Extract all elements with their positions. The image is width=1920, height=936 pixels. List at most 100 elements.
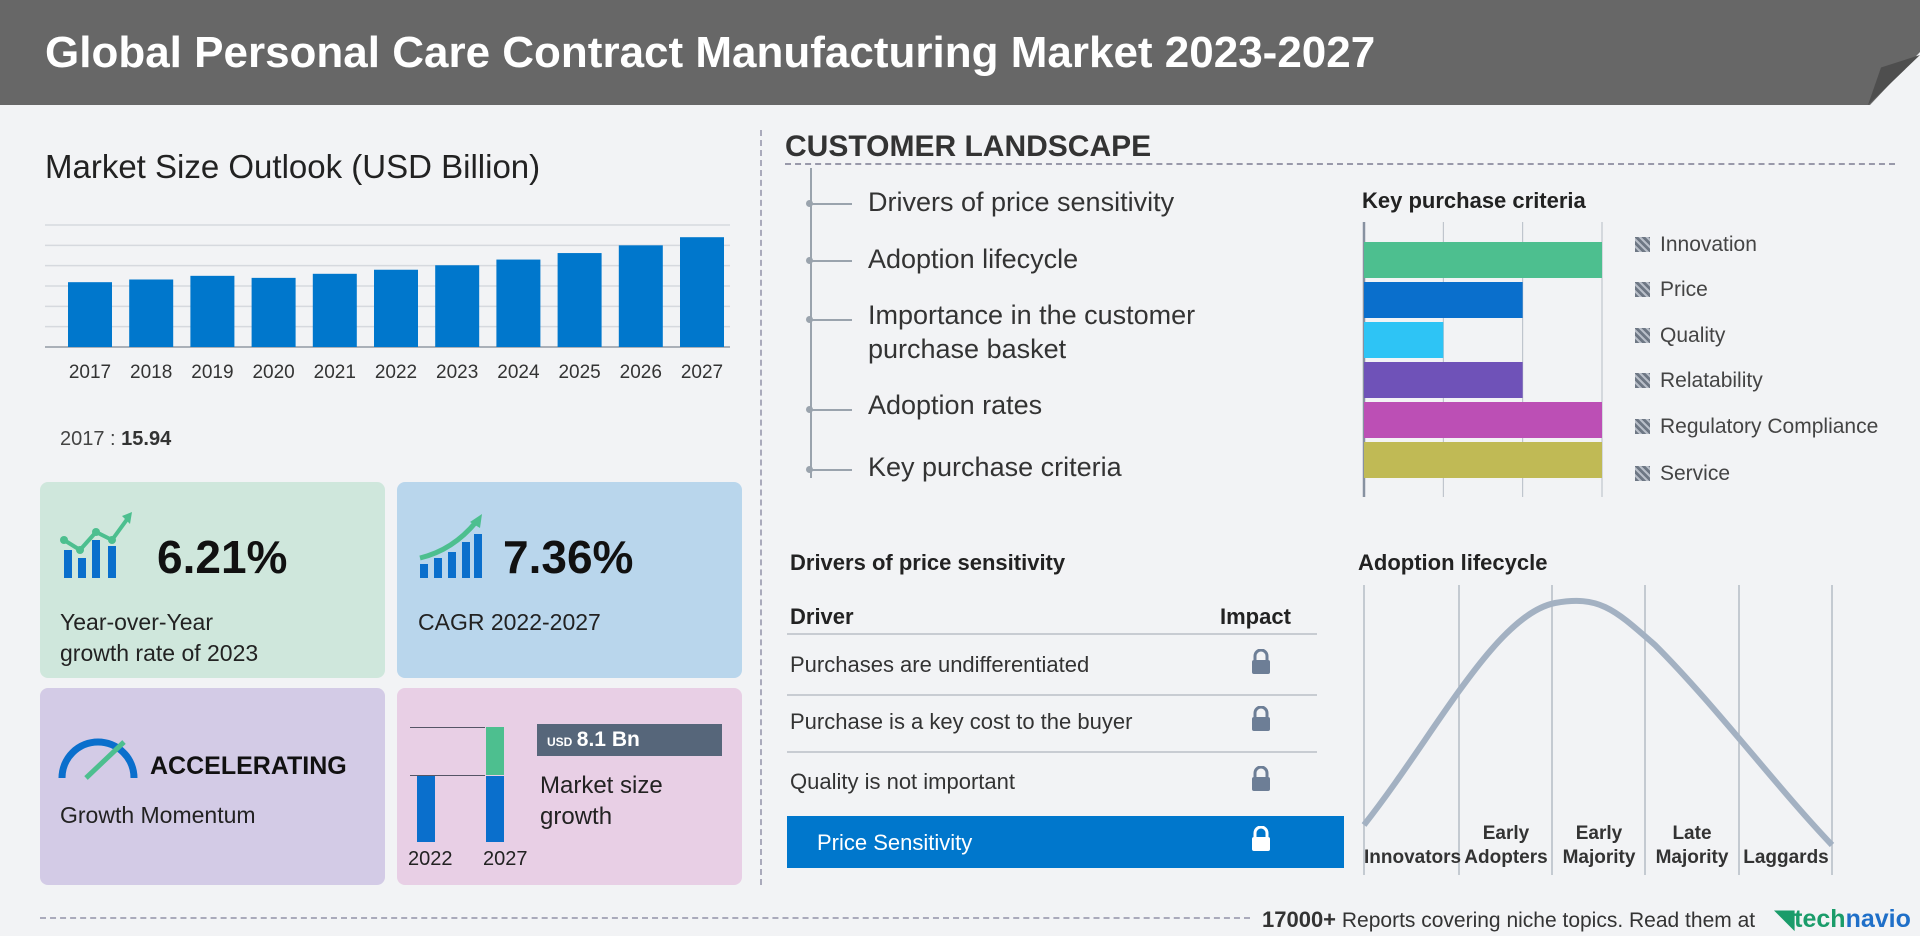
year-label: 2021 (313, 362, 356, 383)
title-underline (785, 163, 1895, 165)
growth-chart-icon (60, 512, 132, 578)
year-label: 2023 (436, 362, 479, 383)
adoption-title: Adoption lifecycle (1358, 550, 1548, 575)
landscape-item: Adoption rates (868, 390, 1043, 420)
cagr-chart-icon (419, 514, 482, 578)
bar-2027-base (486, 776, 504, 842)
bar-2021 (312, 273, 357, 347)
lock-icon (1252, 705, 1270, 731)
yoy-label-line1: Year-over-Year (60, 609, 214, 635)
growth-label-line1: Market size (540, 772, 663, 799)
legend-label: Innovation (1660, 233, 1757, 256)
growth-value-badge: USD 8.1 Bn (537, 724, 722, 756)
stage-label: Late Majority (1645, 822, 1739, 870)
year-label: 2025 (558, 362, 601, 383)
driver-row-label: Purchase is a key cost to the buyer (790, 709, 1133, 734)
yoy-value: 6.21% (157, 531, 288, 583)
cagr-value: 7.36% (503, 531, 634, 583)
footer-divider (40, 917, 1250, 919)
row-separator (787, 751, 1317, 753)
kpc-bar-quality (1364, 322, 1444, 358)
growth-value: 8.1 Bn (576, 728, 640, 751)
year-label: 2020 (252, 362, 295, 383)
bar-2026 (618, 245, 663, 347)
tree-node (806, 406, 813, 413)
year-label: 2017 (68, 362, 112, 383)
kpc-legend-item: Innovation (1635, 233, 1757, 257)
yoy-label-line2: growth rate of 2023 (60, 640, 259, 666)
stage-line1 (1739, 822, 1833, 846)
header-banner (0, 0, 1920, 105)
page-title: Global Personal Care Contract Manufactur… (45, 28, 1376, 77)
footer-text: 17000+ Reports covering niche topics. Re… (1262, 904, 1911, 934)
landscape-item: Importance in the customer (868, 300, 1196, 330)
stage-line1: Late (1672, 823, 1712, 844)
landscape-item: Drivers of price sensitivity (868, 187, 1175, 217)
driver-row-label: Purchases are undifferentiated (790, 652, 1090, 677)
technavio-flag-icon: ◥ (1774, 905, 1795, 933)
stage-line1 (1364, 822, 1458, 846)
year-label: 2022 (374, 362, 418, 383)
legend-label: Service (1660, 462, 1731, 485)
adoption-curve (1361, 597, 1835, 848)
tree-node (806, 257, 813, 264)
lock-icon (1252, 826, 1270, 851)
kpc-title: Key purchase criteria (1362, 188, 1586, 213)
stage-line2: Innovators (1364, 847, 1462, 868)
tree-node (806, 466, 813, 473)
price-sensitivity-row (787, 816, 1344, 868)
tree-branch (810, 409, 852, 411)
legend-label: Quality (1660, 324, 1726, 347)
bar-2027-increment (486, 727, 504, 775)
stage-label: Laggards (1739, 822, 1833, 870)
kpc-legend-item: Service (1635, 462, 1730, 486)
technavio-logo[interactable]: ◥technavio (1775, 905, 1911, 933)
market-size-chart (45, 224, 730, 348)
hatch-swatch-icon (1635, 282, 1650, 297)
growth-label: Market size growth (540, 770, 663, 832)
landscape-item: Key purchase criteria (868, 452, 1122, 482)
year-label: 2018 (130, 362, 173, 383)
tree-branch (810, 469, 852, 471)
year-end: 2027 (483, 848, 528, 870)
tree-branch (810, 203, 852, 205)
landscape-item-cont: purchase basket (868, 334, 1067, 364)
lock-icon (1252, 765, 1270, 791)
bar-2020 (251, 277, 296, 347)
brand-part-a: tech (1794, 905, 1846, 933)
market-size-title: Market Size Outlook (USD Billion) (45, 148, 541, 185)
year-start: 2022 (408, 848, 453, 870)
stage-line2: Majority (1562, 847, 1636, 868)
momentum-card (40, 688, 385, 885)
caption-value: 15.94 (121, 428, 172, 450)
growth-mid-line (410, 775, 485, 776)
kpc-legend-item: Quality (1635, 324, 1725, 348)
stage-line2: Adopters (1464, 847, 1548, 868)
tree-line (810, 168, 812, 478)
brand-part-b: navio (1845, 905, 1911, 933)
bar-2022 (417, 776, 435, 842)
col-driver: Driver (790, 604, 854, 629)
drivers-title: Drivers of price sensitivity (790, 550, 1066, 575)
growth-top-line (410, 727, 485, 728)
bar-2025 (557, 253, 602, 347)
kpc-legend-item: Price (1635, 278, 1708, 302)
base-year-caption: 2017 : 15.94 (60, 428, 171, 451)
tree-branch (810, 260, 852, 262)
hatch-swatch-icon (1635, 328, 1650, 343)
kpc-bar-service (1364, 442, 1602, 478)
bar-2023 (435, 265, 480, 347)
growth-card (397, 688, 742, 885)
bar-2024 (496, 259, 541, 347)
price-sensitivity-label: Price Sensitivity (817, 830, 973, 855)
kpc-chart (1362, 222, 1603, 497)
stage-label: Early Adopters (1459, 822, 1553, 870)
tree-branch (810, 319, 852, 321)
bar-2017 (68, 282, 112, 347)
hatch-swatch-icon (1635, 419, 1650, 434)
year-label: 2027 (680, 362, 724, 383)
caption-year: 2017 : (60, 428, 116, 450)
bar-2018 (129, 279, 174, 347)
momentum-value: ACCELERATING (150, 752, 347, 780)
kpc-bar-innovation (1364, 242, 1602, 278)
